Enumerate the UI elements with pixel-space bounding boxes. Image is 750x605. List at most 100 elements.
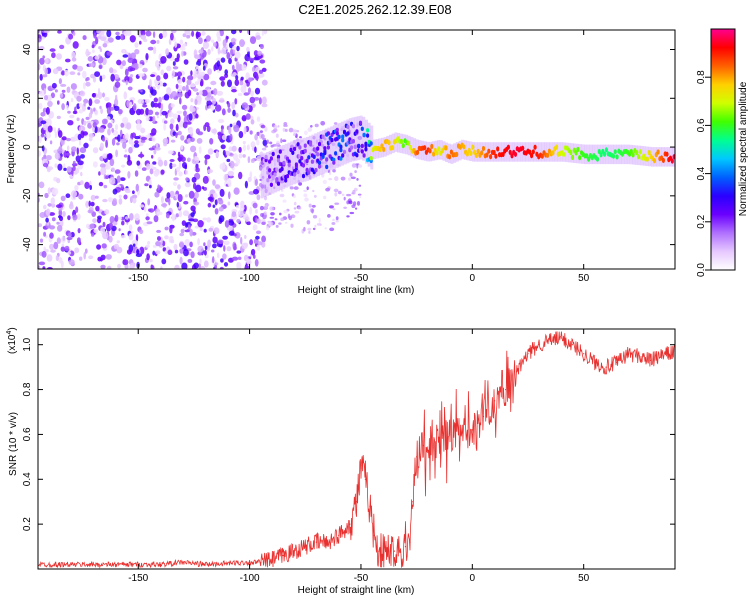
- noise-blob: [51, 217, 56, 222]
- ridge-halo: [356, 116, 360, 161]
- ridge-cell: [492, 149, 496, 156]
- noise-blob: [75, 167, 80, 174]
- noise-blob: [259, 43, 264, 50]
- noise-blob: [56, 177, 61, 184]
- ridge-cell: [647, 149, 651, 156]
- ridge-cell: [276, 181, 281, 186]
- noise-blob: [100, 167, 107, 176]
- ridge-cell: [391, 145, 395, 151]
- noise-blob: [261, 96, 267, 105]
- noise-blob: [207, 68, 212, 75]
- noise-blob: [257, 50, 262, 56]
- noise-blob: [179, 248, 185, 254]
- noise-blob: [206, 125, 211, 132]
- noise-blob: [275, 133, 279, 138]
- noise-blob: [179, 39, 184, 45]
- noise-blob: [252, 202, 258, 209]
- noise-blob: [290, 223, 294, 228]
- noise-blob: [219, 188, 225, 197]
- noise-blob: [195, 167, 200, 173]
- ridge-cell: [278, 149, 282, 154]
- noise-blob: [124, 216, 129, 220]
- noise-blob: [316, 223, 322, 226]
- noise-blob: [104, 96, 110, 102]
- noise-blob: [56, 204, 62, 209]
- ridge-cell: [282, 160, 286, 166]
- noise-blob: [132, 197, 137, 204]
- noise-blob: [235, 204, 240, 209]
- noise-blob: [45, 118, 52, 127]
- ridge-halo: [290, 141, 294, 186]
- ridge-cell: [296, 169, 300, 175]
- noise-blob: [43, 204, 47, 210]
- noise-blob: [43, 30, 50, 33]
- noise-blob: [323, 195, 327, 200]
- noise-blob: [126, 159, 133, 166]
- noise-blob: [231, 101, 236, 110]
- noise-blob: [225, 173, 228, 181]
- noise-blob: [234, 78, 240, 87]
- noise-blob: [93, 228, 98, 234]
- noise-blob: [170, 118, 175, 124]
- noise-blob: [38, 30, 41, 34]
- ridge-cell: [576, 146, 580, 152]
- noise-blob: [254, 87, 261, 95]
- noise-blob: [247, 156, 251, 164]
- noise-blob: [246, 144, 250, 151]
- noise-blob: [72, 214, 78, 221]
- noise-blob: [96, 30, 100, 34]
- noise-blob: [332, 218, 335, 222]
- noise-blob: [182, 33, 187, 38]
- noise-blob: [269, 216, 275, 219]
- snr-point: [571, 344, 574, 346]
- noise-blob: [44, 192, 49, 199]
- noise-blob: [77, 72, 81, 76]
- ridge-cell: [496, 146, 500, 152]
- noise-blob: [102, 198, 108, 203]
- noise-blob: [235, 158, 241, 165]
- noise-blob: [194, 71, 200, 78]
- ridge-cell: [339, 147, 343, 153]
- noise-blob: [45, 107, 50, 115]
- noise-blob: [218, 99, 225, 103]
- ridge-halo: [386, 135, 390, 156]
- noise-blob: [219, 76, 226, 81]
- noise-blob: [356, 178, 359, 181]
- noise-blob: [239, 81, 244, 86]
- noise-blob: [236, 64, 242, 72]
- noise-blob: [190, 251, 195, 259]
- ridge-cell: [358, 120, 363, 126]
- noise-blob: [148, 147, 155, 151]
- noise-blob: [57, 163, 63, 171]
- noise-blob: [151, 265, 155, 269]
- noise-blob: [251, 66, 255, 72]
- snr-scale-close: ): [7, 327, 18, 330]
- noise-blob: [114, 81, 121, 88]
- noise-blob: [207, 48, 211, 55]
- spectrogram-axes: -150 -100 -50 0 50 -40 -20 0 20 40: [22, 30, 675, 284]
- ridge-halo: [389, 134, 392, 155]
- noise-blob: [49, 140, 53, 145]
- noise-blob: [199, 227, 203, 232]
- snr-point: [115, 563, 117, 566]
- noise-blob: [238, 153, 243, 159]
- noise-blob: [177, 194, 183, 202]
- ridge-cell: [432, 151, 436, 157]
- noise-blob: [324, 227, 327, 230]
- noise-blob: [264, 205, 268, 210]
- ridge-cell: [326, 131, 330, 136]
- ridge-cell: [269, 156, 273, 161]
- noise-blob: [151, 137, 156, 142]
- noise-blob: [136, 248, 140, 255]
- snr-point: [369, 505, 371, 507]
- noise-blob: [179, 232, 185, 237]
- noise-blob: [170, 139, 176, 143]
- noise-blob: [115, 31, 120, 36]
- ridge-cell: [339, 144, 343, 149]
- ridge-cell: [604, 147, 609, 153]
- noise-blob: [232, 41, 236, 46]
- noise-blob: [47, 125, 53, 133]
- noise-blob: [188, 126, 194, 135]
- noise-blob: [252, 224, 258, 231]
- noise-blob: [160, 81, 164, 87]
